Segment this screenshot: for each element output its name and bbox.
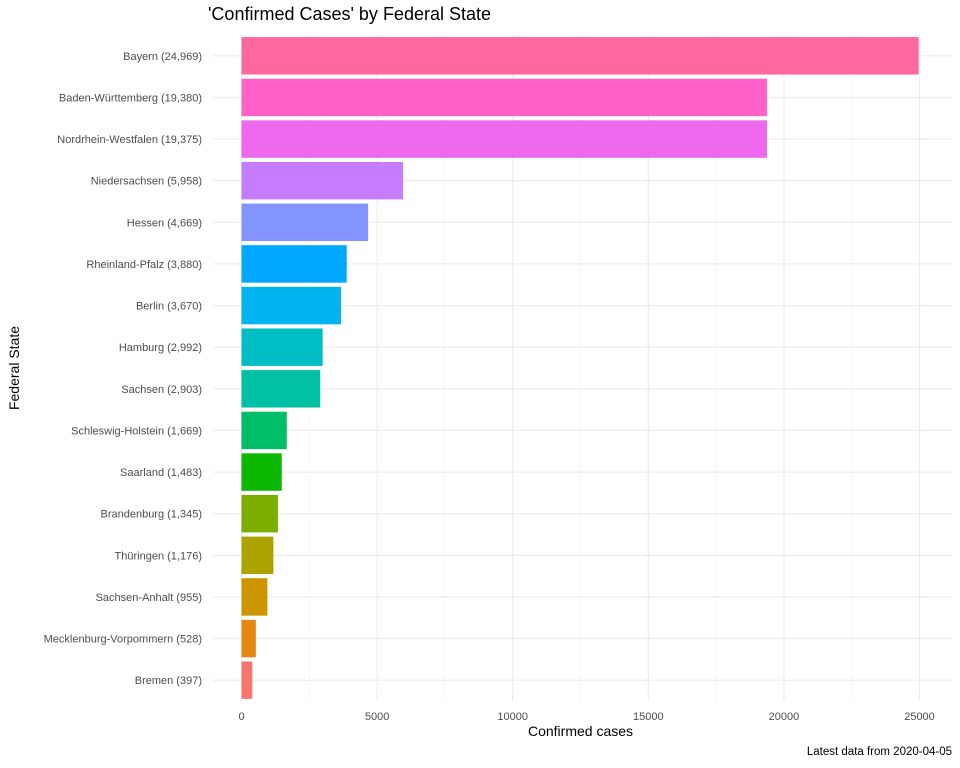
bar <box>241 411 287 450</box>
y-tick-label: Bayern (24,969) <box>123 51 202 63</box>
y-tick-label: Sachsen (2,903) <box>121 384 202 396</box>
bar <box>241 203 369 242</box>
y-tick-label: Rheinland-Pfalz (3,880) <box>86 259 202 271</box>
bar <box>241 78 768 117</box>
y-tick-label: Sachsen-Anhalt (955) <box>96 592 202 604</box>
x-tick-label: 5000 <box>365 711 389 723</box>
bar <box>241 161 404 200</box>
y-tick-label: Niedersachsen (5,958) <box>91 176 202 188</box>
y-tick-label: Berlin (3,670) <box>136 301 202 313</box>
y-tick-label: Baden-Württemberg (19,380) <box>59 92 202 104</box>
bar <box>241 661 253 699</box>
bar <box>241 328 323 366</box>
y-tick-label: Thüringen (1,176) <box>115 550 202 562</box>
x-tick-label: 25000 <box>904 711 935 723</box>
y-tick-label: Saarland (1,483) <box>120 467 202 479</box>
bar <box>241 494 278 533</box>
y-tick-label: Mecklenburg-Vorpommern (528) <box>44 634 202 646</box>
y-tick-label: Bremen (397) <box>135 675 202 687</box>
bar <box>241 578 268 616</box>
bar <box>241 245 347 283</box>
chart-title: 'Confirmed Cases' by Federal State <box>208 4 491 24</box>
y-tick-label: Hessen (4,669) <box>127 217 202 229</box>
x-tick-label: 20000 <box>769 711 800 723</box>
y-tick-label: Hamburg (2,992) <box>119 342 202 354</box>
bar <box>241 120 767 158</box>
x-tick-label: 10000 <box>497 711 528 723</box>
x-tick-label: 15000 <box>633 711 664 723</box>
x-tick-label: 0 <box>238 711 244 723</box>
bar <box>241 453 282 491</box>
bar <box>241 536 274 575</box>
y-tick-label: Brandenburg (1,345) <box>100 509 202 521</box>
y-tick-label: Nordrhein-Westfalen (19,375) <box>57 134 202 146</box>
y-axis-title: Federal State <box>6 325 22 411</box>
bar <box>241 370 321 408</box>
y-tick-label: Schleswig-Holstein (1,669) <box>71 425 202 437</box>
x-axis-title: Confirmed cases <box>527 723 634 739</box>
chart-caption: Latest data from 2020-04-05 <box>806 746 952 758</box>
bar <box>241 37 919 75</box>
bar <box>241 286 342 325</box>
bar <box>241 619 256 658</box>
